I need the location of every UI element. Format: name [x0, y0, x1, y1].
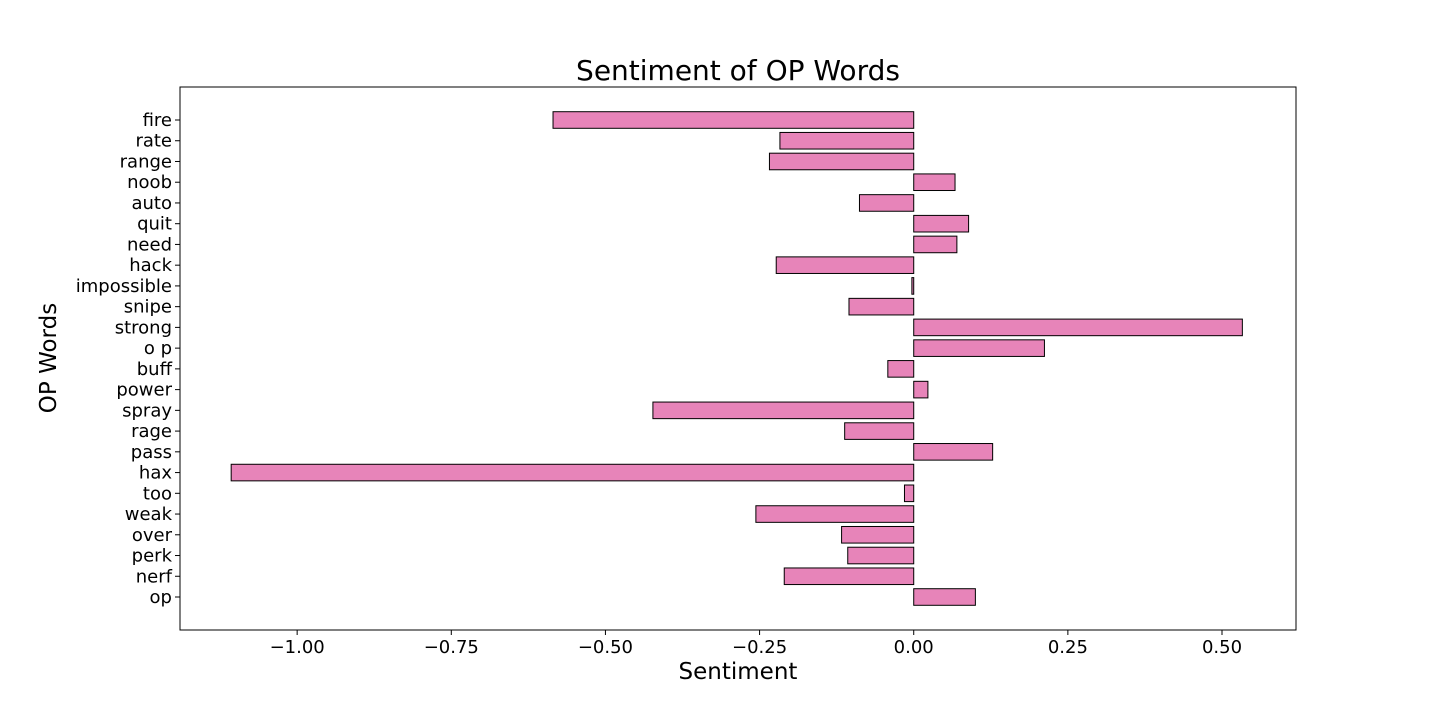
y-tick-label: weak — [125, 504, 173, 525]
bar-range — [768, 152, 915, 171]
y-tick-label: pass — [131, 442, 172, 463]
bar-weak — [755, 505, 915, 523]
y-tick-label: impossible — [76, 276, 172, 297]
plot-frame — [179, 86, 1297, 631]
y-tick-label: fire — [143, 110, 172, 131]
y-tick-label: noob — [127, 172, 172, 193]
y-tick-label: hax — [139, 463, 172, 484]
bar-impossible — [911, 277, 915, 295]
y-tick-label: auto — [131, 193, 172, 214]
bar-spray — [652, 401, 915, 420]
y-tick-label: power — [116, 380, 172, 401]
bar-too — [903, 484, 915, 503]
bar-auto — [858, 194, 915, 212]
y-tick-label: over — [132, 525, 173, 546]
bar-o-p — [913, 339, 1045, 357]
bar-quit — [913, 214, 970, 233]
bar-group — [230, 111, 1243, 606]
y-tick-label: buff — [137, 359, 173, 380]
x-tick-label: 0.00 — [894, 637, 934, 658]
bar-over — [841, 525, 915, 544]
y-tick-label: spray — [122, 400, 172, 421]
chart-title: Sentiment of OP Words — [576, 54, 900, 87]
x-tick-label: −0.75 — [424, 637, 479, 658]
bar-noob — [913, 173, 956, 192]
x-tick-label: 0.25 — [1048, 637, 1088, 658]
y-tick-label: o p — [144, 338, 172, 359]
x-tick-label: −0.25 — [732, 637, 787, 658]
y-tick-label: rage — [131, 421, 172, 442]
y-tick-label: need — [127, 234, 172, 255]
x-tick-label: −0.50 — [578, 637, 633, 658]
x-axis-ticks: −1.00 −0.75 −0.50 −0.25 0.00 0.25 0.50 — [270, 630, 1242, 658]
x-tick-label: 0.50 — [1202, 637, 1242, 658]
bar-need — [913, 235, 958, 254]
y-tick-label: nerf — [136, 566, 173, 587]
bar-pass — [913, 443, 994, 461]
bar-op — [913, 588, 976, 606]
bar-perk — [847, 546, 915, 565]
y-tick-label: snipe — [124, 297, 172, 318]
x-tick-label: −1.00 — [270, 637, 325, 658]
y-tick-label: too — [143, 483, 172, 504]
y-tick-label: quit — [137, 214, 172, 235]
y-tick-label: range — [120, 151, 172, 172]
y-tick-label: op — [150, 587, 172, 608]
bar-fire — [552, 111, 915, 129]
y-tick-label: rate — [135, 131, 172, 152]
y-axis-label: OP Words — [36, 303, 62, 413]
x-axis-label: Sentiment — [679, 659, 798, 685]
y-axis-ticks: opnerfperkoverweaktoohaxpassragespraypow… — [76, 110, 180, 608]
y-tick-label: strong — [115, 317, 172, 338]
bar-hack — [775, 256, 915, 274]
bar-power — [913, 380, 929, 399]
bar-rage — [844, 422, 915, 440]
y-tick-label: perk — [132, 546, 173, 567]
bar-rate — [779, 131, 915, 150]
bar-strong — [913, 318, 1243, 337]
bar-buff — [887, 360, 915, 378]
y-tick-label: hack — [129, 255, 172, 276]
bar-nerf — [783, 567, 915, 586]
bar-hax — [230, 463, 915, 482]
bar-snipe — [848, 297, 915, 316]
